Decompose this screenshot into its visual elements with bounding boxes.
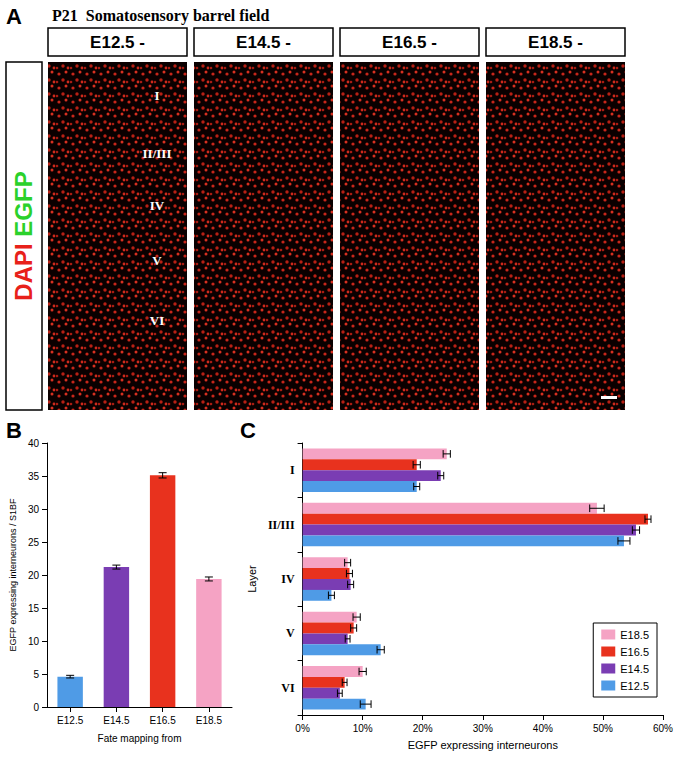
svg-text:E12.5 -: E12.5 - bbox=[90, 33, 145, 52]
svg-text:E12.5: E12.5 bbox=[620, 680, 649, 692]
svg-text:I: I bbox=[290, 463, 295, 477]
svg-text:20%: 20% bbox=[413, 723, 433, 734]
svg-text:E16.5: E16.5 bbox=[150, 715, 177, 726]
svg-text:5: 5 bbox=[33, 669, 39, 680]
svg-text:EGFP expressing interneurons: EGFP expressing interneurons bbox=[408, 739, 559, 751]
svg-text:E18.5 -: E18.5 - bbox=[528, 33, 583, 52]
svg-text:0: 0 bbox=[33, 702, 39, 713]
svg-text:30: 30 bbox=[28, 504, 40, 515]
html-text:B: B bbox=[6, 418, 22, 443]
svg-text:40: 40 bbox=[28, 438, 40, 449]
svg-text:VI: VI bbox=[281, 681, 295, 695]
svg-text:Fate mapping from: Fate mapping from bbox=[98, 733, 182, 744]
svg-text:30%: 30% bbox=[473, 723, 493, 734]
svg-text:DAPI EGFP: DAPI EGFP bbox=[10, 171, 37, 300]
svg-text:IV: IV bbox=[150, 198, 165, 213]
svg-text:E14.5: E14.5 bbox=[620, 663, 649, 675]
svg-text:15: 15 bbox=[28, 603, 40, 614]
svg-text:IV: IV bbox=[281, 572, 295, 586]
svg-text:E18.5: E18.5 bbox=[196, 715, 223, 726]
svg-text:E12.5: E12.5 bbox=[57, 715, 84, 726]
svg-text:40%: 40% bbox=[533, 723, 553, 734]
svg-text:60%: 60% bbox=[653, 723, 673, 734]
svg-text:E14.5: E14.5 bbox=[103, 715, 130, 726]
svg-text:II/III: II/III bbox=[268, 518, 295, 532]
svg-text:10%: 10% bbox=[353, 723, 373, 734]
svg-text:E18.5: E18.5 bbox=[620, 629, 649, 641]
svg-text:P21 Somatosensory barrel fiel: P21 Somatosensory barrel field bbox=[52, 7, 270, 25]
svg-text:I: I bbox=[154, 88, 159, 103]
html-text:C: C bbox=[240, 418, 256, 443]
svg-text:V: V bbox=[152, 253, 162, 268]
svg-text:50%: 50% bbox=[593, 723, 613, 734]
svg-text:E14.5 -: E14.5 - bbox=[236, 33, 291, 52]
svg-text:10: 10 bbox=[28, 636, 40, 647]
svg-text:35: 35 bbox=[28, 471, 40, 482]
svg-text:II/III: II/III bbox=[143, 146, 172, 161]
svg-text:A: A bbox=[6, 4, 22, 29]
svg-text:0%: 0% bbox=[295, 723, 310, 734]
svg-text:Layer: Layer bbox=[246, 565, 258, 593]
svg-text:20: 20 bbox=[28, 570, 40, 581]
svg-text:VI: VI bbox=[150, 313, 164, 328]
svg-text:25: 25 bbox=[28, 537, 40, 548]
svg-text:E16.5 -: E16.5 - bbox=[382, 33, 437, 52]
svg-text:V: V bbox=[286, 626, 295, 640]
svg-text:EGFP expressing interneurons /: EGFP expressing interneurons / S1BF bbox=[8, 498, 18, 651]
svg-text:E16.5: E16.5 bbox=[620, 646, 649, 658]
